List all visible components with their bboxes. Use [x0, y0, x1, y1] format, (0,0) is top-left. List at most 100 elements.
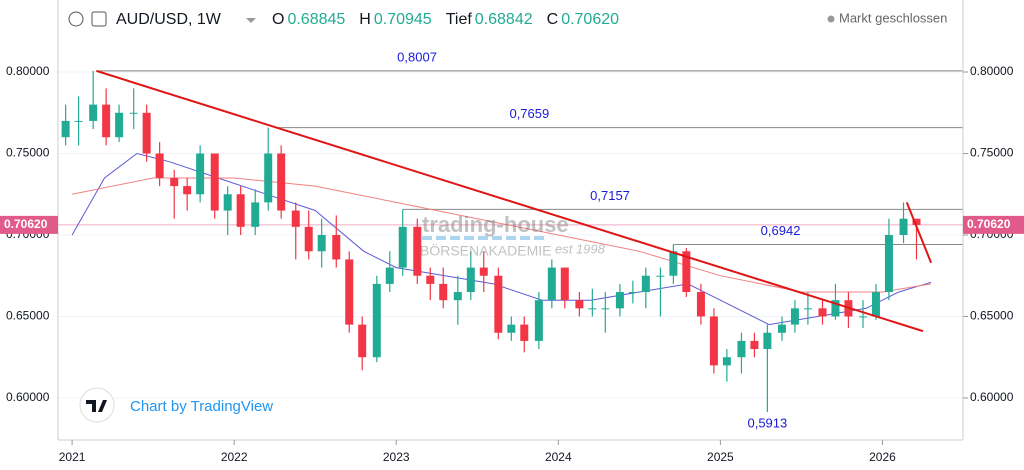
candle-body — [899, 218, 908, 235]
tv-logo — [79, 387, 115, 423]
moving-average — [71, 152, 932, 326]
ohlc-label: C — [547, 11, 559, 28]
price-tag-label: 0.70620 — [967, 217, 1011, 231]
x-tick-label: 2023 — [383, 450, 410, 464]
trendline — [905, 202, 932, 264]
candle-body — [722, 357, 731, 366]
candle-body — [750, 340, 759, 350]
candle-body — [74, 120, 83, 122]
price-tag — [963, 215, 1024, 234]
candle-body — [547, 267, 556, 301]
candle-body — [251, 202, 260, 227]
candle-body — [709, 316, 718, 366]
y-tick-label: 0.60000 — [6, 390, 50, 404]
candle-body — [155, 153, 164, 178]
ohlc-value: 0.68842 — [475, 11, 533, 28]
candle-body — [291, 210, 300, 227]
y-tick-label: 0.80000 — [6, 64, 50, 78]
candle-body — [818, 308, 827, 317]
candle-body — [803, 308, 812, 310]
x-tick-label: 2024 — [545, 450, 572, 464]
moving-average — [72, 177, 932, 293]
watermark-est: est 1998 — [555, 241, 606, 256]
credit[interactable]: Chart by TradingView — [130, 398, 273, 415]
ohlc-value: 0.70620 — [561, 11, 619, 28]
ohlc-label: O — [272, 11, 284, 28]
price-tag — [0, 215, 58, 234]
candle-body — [345, 259, 354, 325]
ohlc-value: 0.68845 — [287, 11, 345, 28]
candle-body — [372, 283, 381, 358]
candle-body — [641, 275, 650, 293]
candle-body — [520, 324, 529, 341]
icon — [68, 11, 84, 27]
candle-body — [115, 112, 124, 138]
candle-body — [615, 292, 624, 309]
candle-body — [737, 340, 746, 358]
price-tag-label: 0.70620 — [4, 217, 48, 231]
candle-body — [61, 120, 70, 138]
plot-area: 0,8007 0,7659 0,7157 0,6942 0,5913 — [58, 49, 963, 431]
candle-body — [859, 316, 868, 318]
icon[interactable] — [91, 11, 107, 27]
level-label: 0,6942 — [761, 223, 801, 238]
candle-body — [398, 226, 407, 268]
candle-body — [453, 292, 462, 301]
x-tick-label: 2025 — [707, 450, 734, 464]
symbol: AUD/USD, 1W — [116, 11, 222, 28]
candle-body — [439, 283, 448, 301]
watermark: trading-house BÖRSENAKADEMIE est 1998 — [420, 212, 606, 259]
level-label: 0,7157 — [590, 188, 630, 203]
candle-body — [628, 292, 637, 294]
y-tick-label: 0.80000 — [970, 64, 1014, 78]
candle-body — [466, 267, 475, 293]
trendline — [96, 69, 924, 333]
status: Markt geschlossen — [839, 10, 947, 25]
candle-body — [534, 300, 543, 341]
candle-body — [236, 194, 245, 227]
candle-body — [426, 275, 435, 284]
candle-body — [601, 308, 610, 310]
candle-body — [507, 324, 516, 333]
status-dot — [827, 15, 835, 23]
y-tick-label: 0.65000 — [6, 309, 50, 323]
candle-body — [884, 234, 893, 293]
candle-body — [210, 153, 219, 211]
candle-body — [129, 112, 138, 114]
tv-logo-mark — [86, 400, 107, 412]
candle-body — [304, 226, 313, 252]
candle-body — [183, 186, 192, 195]
header: AUD/USD, 1W — [68, 11, 256, 28]
candle-body — [358, 324, 367, 358]
candle-body — [385, 267, 394, 284]
watermark-name: trading-house — [422, 212, 569, 237]
candle-body — [479, 267, 488, 276]
y-tick-label: 0.75000 — [970, 146, 1014, 160]
candle-body — [332, 234, 341, 260]
candle-body — [669, 251, 678, 276]
candle-body — [871, 292, 880, 317]
level-label: 0,8007 — [397, 49, 437, 64]
watermark-sub: BÖRSENAKADEMIE — [420, 242, 551, 259]
candle-body — [696, 292, 705, 317]
level-label: 0,7659 — [509, 106, 549, 121]
candle-body — [170, 177, 179, 187]
ohlc-value: 0.70945 — [374, 11, 432, 28]
candle-body — [763, 332, 772, 350]
candle-body — [264, 153, 273, 203]
candle-body — [831, 300, 840, 317]
candle-body — [790, 308, 799, 325]
x-tick-label: 2021 — [59, 450, 86, 464]
candle-body — [317, 234, 326, 252]
candle-body — [682, 251, 691, 293]
dropdown-icon[interactable] — [246, 18, 256, 23]
candle-body — [777, 324, 786, 333]
candle-body — [89, 104, 98, 121]
candle-body — [277, 153, 286, 211]
candle-body — [588, 308, 597, 310]
candle-body — [575, 300, 584, 309]
y-tick-label: 0.65000 — [970, 309, 1014, 323]
candle-body — [223, 194, 232, 211]
y-tick-label: 0.75000 — [6, 146, 50, 160]
